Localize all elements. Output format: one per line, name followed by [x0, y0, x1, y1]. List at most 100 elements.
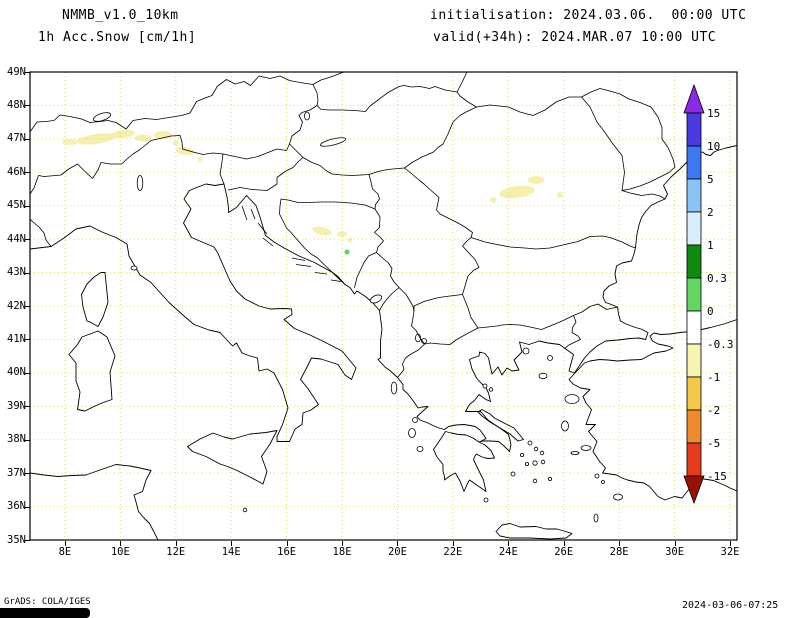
- lat-tick: [25, 72, 30, 73]
- snow-green-spot: [344, 249, 350, 255]
- lon-tick: [730, 541, 731, 546]
- colorbar-segment: [686, 277, 702, 312]
- lon-tick: [342, 541, 344, 546]
- lon-label: 20E: [387, 546, 407, 558]
- lon-tick: [508, 541, 510, 546]
- colorbar-label: 1: [707, 239, 714, 252]
- lat-label: 43N: [7, 266, 26, 279]
- croatian-islands: [241, 205, 342, 282]
- lon-label: 16E: [277, 546, 297, 558]
- colorbar-segment: [686, 244, 702, 279]
- lat-tick: [25, 205, 30, 207]
- lon-tick: [452, 541, 454, 546]
- lon-label: 18E: [332, 546, 352, 558]
- grid-lines: [30, 72, 737, 540]
- colorbar-segment: [686, 112, 702, 147]
- colorbar-label: -5: [707, 437, 720, 450]
- snow-patches-layer: [62, 129, 563, 255]
- lon-label: 30E: [665, 546, 685, 558]
- lat-tick: [25, 372, 30, 374]
- colorbar-label: -2: [707, 404, 720, 417]
- init-time: initialisation: 2024.03.06. 00:00 UTC: [430, 8, 747, 23]
- lon-label: 8E: [58, 546, 72, 558]
- colorbar-segment: [686, 376, 702, 411]
- colorbar-label: 10: [707, 140, 720, 153]
- lat-tick: [25, 138, 30, 140]
- colorbar-segment: [686, 310, 702, 345]
- lat-label: 48N: [7, 98, 26, 111]
- crete-coast: [495, 523, 573, 540]
- lon-tick: [175, 541, 177, 546]
- colorbar-arrow-down: [683, 475, 705, 505]
- colorbar-arrow-up: [683, 84, 705, 114]
- lon-label: 26E: [554, 546, 574, 558]
- lat-label: 36N: [7, 500, 26, 513]
- colorbar-label: 15: [707, 107, 720, 120]
- lat-label: 37N: [7, 466, 26, 479]
- coastlines-layer: [30, 145, 737, 540]
- lake-garda: [136, 175, 144, 191]
- creation-timestamp: 2024-03-06-07:25: [682, 600, 779, 611]
- colorbar-label: 2: [707, 206, 714, 219]
- lon-label: 32E: [720, 546, 740, 558]
- lat-label: 44N: [7, 232, 26, 245]
- lat-label: 38N: [7, 433, 26, 446]
- lat-tick: [25, 506, 30, 508]
- lon-label: 28E: [609, 546, 629, 558]
- lon-label: 10E: [110, 546, 130, 558]
- grads-credit: GrADS: COLA/IGES: [4, 597, 91, 607]
- lat-tick: [25, 306, 30, 307]
- model-title: NMMB_v1.0_10km: [62, 8, 179, 23]
- lon-label: 22E: [443, 546, 463, 558]
- lat-tick: [25, 272, 30, 274]
- valid-time: valid(+34h): 2024.MAR.07 10:00 UTC: [433, 30, 717, 45]
- europe-mainland-coast: [30, 145, 737, 452]
- lake-neusiedl: [304, 111, 310, 121]
- colorbar: 15 10 5 2 1 0.3 0 -0.3 -1 -2 -5 -15: [683, 84, 734, 505]
- bottom-black-bar: [0, 608, 90, 618]
- lon-tick: [286, 541, 288, 546]
- colorbar-label: -15: [707, 470, 727, 483]
- lake-constance: [92, 112, 112, 122]
- africa-coast: [30, 464, 159, 540]
- lat-tick: [25, 406, 30, 408]
- colorbar-segment: [686, 343, 702, 378]
- lon-label: 24E: [498, 546, 518, 558]
- lon-tick: [674, 541, 676, 546]
- lat-label: 47N: [7, 132, 26, 145]
- islands-layer: [130, 205, 623, 523]
- lat-tick: [25, 172, 30, 174]
- lat-tick: [25, 105, 30, 107]
- colorbar-segment: [686, 145, 702, 180]
- lon-tick: [120, 541, 122, 546]
- lat-label: 49N: [7, 65, 26, 78]
- lon-tick: [64, 541, 66, 546]
- lake-balaton: [319, 137, 347, 147]
- lat-label: 39N: [7, 399, 26, 412]
- lat-label: 35N: [7, 533, 26, 546]
- lat-label: 40N: [7, 366, 26, 379]
- lon-tick: [619, 541, 621, 546]
- lake-scutari: [369, 294, 383, 304]
- lat-label: 41N: [7, 332, 26, 345]
- lon-tick: [563, 541, 565, 546]
- corsica-coast: [81, 272, 109, 327]
- field-title: 1h Acc.Snow [cm/1h]: [38, 30, 197, 45]
- lat-label: 42N: [7, 299, 26, 312]
- map-frame: [29, 71, 738, 541]
- lat-label: 45N: [7, 199, 26, 212]
- lat-tick: [25, 540, 30, 541]
- lat-label: 46N: [7, 165, 26, 178]
- lat-tick: [25, 439, 30, 441]
- lakes-layer: [92, 111, 427, 344]
- lon-label: 12E: [166, 546, 186, 558]
- evia-coast: [477, 409, 524, 442]
- lon-tick: [397, 541, 399, 546]
- sardinia-coast: [68, 330, 116, 412]
- colorbar-label: -1: [707, 371, 720, 384]
- colorbar-label: -0.3: [707, 338, 734, 351]
- turkey-coast: [568, 319, 737, 501]
- lon-label: 14E: [221, 546, 241, 558]
- colorbar-label: 0: [707, 305, 714, 318]
